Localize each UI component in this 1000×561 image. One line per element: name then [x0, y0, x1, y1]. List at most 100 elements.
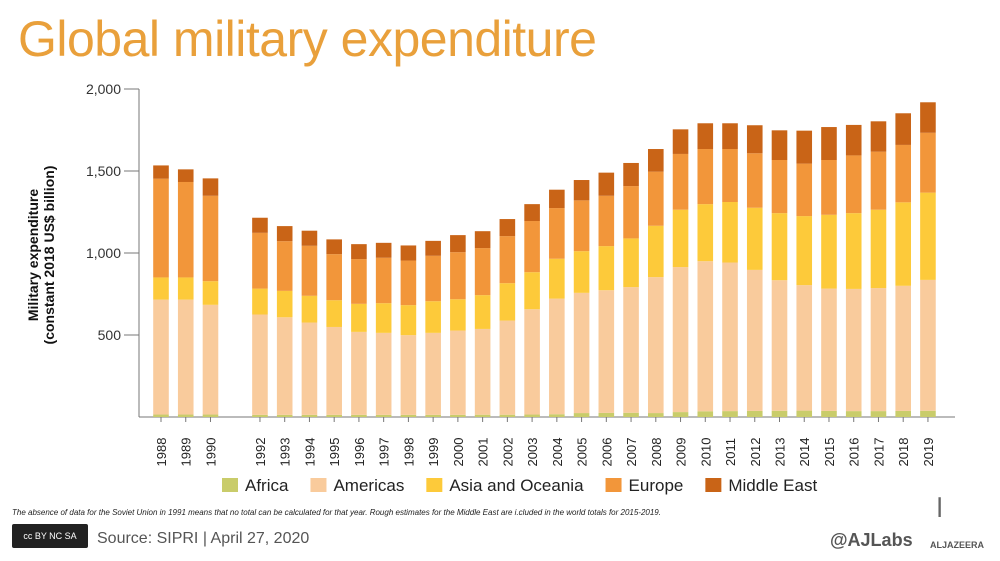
- bar-americas-2016: [845, 288, 862, 412]
- bar-asia-and-oceania-1997: [375, 303, 392, 333]
- bar-americas-1990: [202, 304, 219, 415]
- bar-middle-east-2008: [648, 149, 664, 172]
- bar-asia-and-oceania-2013: [771, 213, 788, 281]
- bar-asia-and-oceania-2016: [845, 213, 862, 289]
- x-tick-label: 2002: [500, 438, 515, 467]
- legend-swatch: [605, 478, 622, 492]
- bar-africa-2004: [549, 414, 565, 417]
- x-tick-label: 2000: [451, 438, 466, 467]
- bar-asia-and-oceania-1998: [400, 305, 417, 336]
- bar-europe-1992: [252, 232, 268, 289]
- bar-africa-1998: [400, 414, 417, 417]
- bar-americas-2009: [672, 267, 689, 413]
- x-tick-label: 2003: [525, 438, 540, 467]
- bar-middle-east-2005: [573, 180, 590, 201]
- bar-americas-1995: [326, 326, 342, 415]
- license-text: cc BY NC SA: [23, 531, 77, 541]
- bar-asia-and-oceania-2019: [920, 192, 936, 280]
- x-tick-label: 1996: [352, 438, 367, 467]
- x-tick-label: 2011: [723, 438, 738, 466]
- bar-middle-east-2003: [524, 204, 540, 222]
- legend-label: Asia and Oceania: [449, 476, 584, 495]
- bar-europe-2004: [549, 208, 565, 259]
- bar-middle-east-2011: [722, 123, 738, 150]
- x-tick-label: 1988: [154, 438, 169, 467]
- bar-europe-2016: [845, 155, 862, 214]
- bar-africa-2009: [672, 412, 689, 417]
- bar-europe-2011: [722, 149, 738, 202]
- x-tick-label: 2019: [921, 438, 936, 467]
- bar-europe-2019: [920, 132, 936, 193]
- bar-asia-and-oceania-1993: [276, 290, 293, 318]
- bar-asia-and-oceania-1995: [326, 300, 342, 327]
- bar-europe-1998: [400, 260, 417, 306]
- bar-asia-and-oceania-1999: [425, 301, 441, 333]
- bar-americas-1993: [276, 317, 293, 415]
- bar-americas-2007: [623, 287, 639, 413]
- x-tick-label: 2013: [773, 438, 788, 467]
- bar-africa-2015: [821, 410, 837, 417]
- y-tick-label: 2,000: [86, 81, 121, 97]
- bar-americas-2001: [474, 328, 491, 415]
- bar-middle-east-2001: [474, 231, 491, 249]
- bar-middle-east-2017: [870, 121, 887, 152]
- bar-europe-2002: [499, 236, 516, 284]
- bar-middle-east-2015: [821, 127, 837, 161]
- bar-americas-2017: [870, 288, 887, 412]
- bar-middle-east-2012: [746, 125, 763, 154]
- bar-europe-2007: [623, 186, 639, 239]
- x-tick-label: 1998: [401, 438, 416, 467]
- legend-swatch: [310, 478, 327, 492]
- bar-asia-and-oceania-2008: [648, 225, 664, 278]
- bar-americas-2013: [771, 280, 788, 411]
- bar-africa-1993: [276, 414, 293, 417]
- bar-middle-east-2000: [450, 235, 466, 253]
- bar-europe-1996: [351, 259, 367, 304]
- bar-europe-1995: [326, 254, 342, 301]
- bar-asia-and-oceania-2007: [623, 238, 639, 288]
- y-tick-label: 1,000: [86, 245, 121, 261]
- x-tick-label: 1989: [179, 438, 194, 467]
- bar-africa-1994: [301, 414, 318, 417]
- bar-asia-and-oceania-1996: [351, 303, 367, 332]
- bar-americas-2018: [895, 285, 911, 411]
- bar-africa-2019: [920, 410, 936, 417]
- bar-middle-east-1995: [326, 239, 342, 255]
- bar-africa-2001: [474, 414, 491, 417]
- legend-label: Middle East: [728, 476, 817, 495]
- x-tick-label: 2006: [599, 438, 614, 467]
- bar-asia-and-oceania-2017: [870, 209, 887, 289]
- legend-label: Americas: [333, 476, 404, 495]
- bar-middle-east-1998: [400, 245, 417, 261]
- x-tick-label: 2005: [575, 438, 590, 467]
- bar-europe-2005: [573, 200, 590, 252]
- bar-africa-1997: [375, 414, 392, 417]
- x-tick-label: 2007: [624, 438, 639, 467]
- bar-asia-and-oceania-2003: [524, 272, 540, 310]
- bar-africa-1999: [425, 414, 441, 417]
- bar-middle-east-2009: [672, 129, 689, 154]
- bar-africa-1996: [351, 414, 367, 417]
- bar-middle-east-1996: [351, 244, 367, 260]
- x-tick-label: 2017: [871, 438, 886, 467]
- bar-europe-1988: [153, 178, 169, 278]
- bar-europe-2010: [697, 149, 714, 205]
- bar-africa-2017: [870, 411, 887, 417]
- bar-africa-2003: [524, 414, 540, 417]
- bar-middle-east-2007: [623, 162, 639, 187]
- bar-asia-and-oceania-1992: [252, 288, 268, 315]
- x-tick-label: 2009: [674, 438, 689, 467]
- bar-americas-1997: [375, 332, 392, 415]
- y-tick-label: 1,500: [86, 163, 121, 179]
- bar-africa-2010: [697, 411, 714, 417]
- bar-europe-2013: [771, 160, 788, 214]
- bar-asia-and-oceania-1989: [177, 277, 194, 300]
- bar-asia-and-oceania-2009: [672, 209, 689, 268]
- bar-americas-2000: [450, 330, 466, 415]
- bar-americas-1989: [177, 299, 194, 415]
- bar-europe-2017: [870, 151, 887, 210]
- x-tick-label: 1990: [203, 438, 218, 467]
- x-tick-label: 2018: [896, 438, 911, 467]
- y-axis-label: Military expenditure: [25, 189, 41, 321]
